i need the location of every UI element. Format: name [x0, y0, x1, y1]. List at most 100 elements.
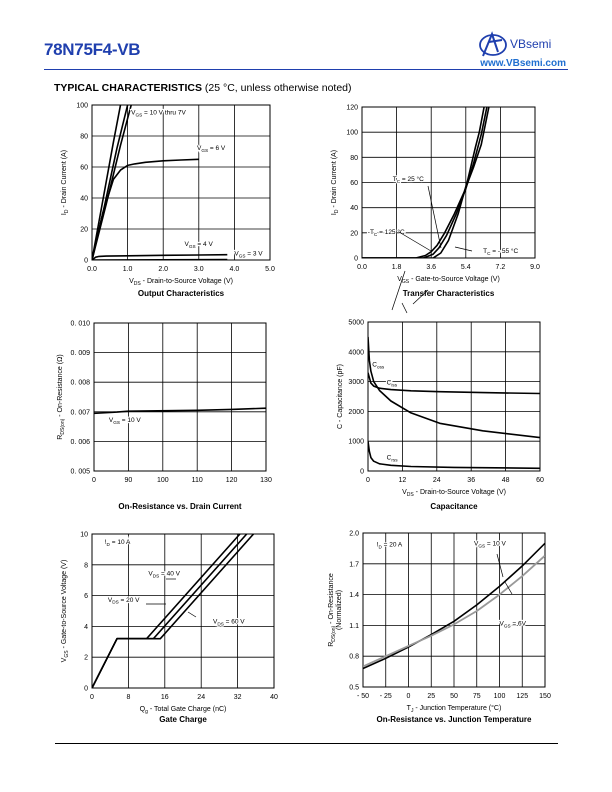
y-tick-label: 1.1	[349, 623, 359, 630]
x-tick-label: 24	[197, 694, 205, 701]
y-tick-label: 100	[346, 130, 358, 137]
annotation-pointer	[398, 231, 432, 252]
chart-5: - 50 - 25 0 25 50 75 100 125 150 0.5 0.8 1.1 1.4 1.7 2…	[328, 531, 551, 725]
x-tick-label: 60	[536, 477, 544, 484]
x-tick-label: 3.6	[426, 264, 436, 271]
plot-frame	[361, 106, 536, 259]
chart-title: On-Resistance vs. Junction Temperature	[376, 715, 532, 724]
series-line-4	[92, 253, 228, 260]
x-tick-label: 3.0	[194, 266, 204, 273]
series-line-0	[92, 534, 241, 688]
x-axis-label: VDS​ - Drain-to-Source Voltage (V)	[129, 278, 233, 287]
y-axis-label: RDS(on)​ - On-Resistance (Ω)	[57, 354, 66, 439]
annotation: VGS​ = 6 V	[197, 145, 226, 153]
x-tick-label: 0	[366, 477, 370, 484]
y-tick-label: 3000	[348, 379, 364, 386]
x-tick-label: 75	[473, 693, 481, 700]
x-tick-label: 9.0	[530, 264, 540, 271]
x-axis-label: TJ​ - Junction Temperature (°C)	[407, 704, 502, 714]
annotation: VGS​ = 3 V	[234, 250, 263, 258]
x-tick-label: 5.4	[461, 264, 471, 271]
y-tick-label: 20	[80, 227, 88, 234]
x-tick-label: 24	[433, 477, 441, 484]
vbsemi-url[interactable]: www.VBsemi.com	[480, 58, 566, 69]
y-axis-label-2: (Normalized)	[336, 590, 343, 630]
annotation: ID​ = 20 A	[377, 541, 403, 549]
annotation-pointer	[454, 246, 473, 252]
x-tick-label: 130	[260, 477, 272, 484]
annotation-pointer	[504, 581, 513, 595]
series-line-2	[368, 441, 540, 470]
chart-title: Transfer Characteristics	[403, 289, 495, 298]
annotation-pointer	[412, 289, 429, 305]
footer-rule	[55, 743, 558, 744]
annotation: VGS​ = 6V	[500, 620, 527, 628]
x-axis-label: VGS​ - Gate-to-Source Voltage (V)	[397, 276, 500, 285]
chart-title: Gate Charge	[159, 715, 207, 724]
x-tick-label: 8	[126, 694, 130, 701]
series-line-5	[92, 258, 228, 260]
annotation: VDS​ = 60 V	[213, 618, 245, 626]
annotation: TC​ = 25 °C	[393, 175, 424, 184]
y-tick-label: 1000	[348, 439, 364, 446]
x-tick-label: 48	[502, 477, 510, 484]
annotation-pointer	[187, 611, 197, 618]
y-tick-label: 2000	[348, 409, 364, 416]
chart-1: 0.0 1.8 3.6 5.4 7.2 9.0 0 20 40 60 80 100 120 VGS​ - …	[331, 105, 540, 299]
x-tick-label: 25	[427, 693, 435, 700]
y-tick-label: 2	[84, 655, 88, 662]
x-axis-label: VDS​ - Drain-to-Source Voltage (V)	[402, 489, 506, 498]
part-number: 78N75F4-VB	[44, 40, 141, 59]
y-tick-label: 60	[80, 165, 88, 172]
annotation-pointer	[427, 185, 442, 249]
x-tick-label: 90	[125, 477, 133, 484]
y-tick-label: 10	[80, 532, 88, 539]
series-line-1	[368, 336, 540, 439]
annotation: -TC​ = 125 °C	[368, 228, 405, 237]
section-heading: TYPICAL CHARACTERISTICS (25 °C, unless o…	[54, 82, 352, 94]
annotation: VGS​ = 4 V	[185, 241, 214, 249]
series-line-0	[362, 107, 490, 258]
x-tick-label: 110	[192, 477, 203, 484]
x-tick-label: 0.0	[357, 264, 367, 271]
y-tick-label: 0. 005	[71, 469, 91, 476]
annotation-pointer	[391, 270, 406, 311]
x-tick-label: 0.0	[87, 266, 97, 273]
y-tick-label: 1.4	[349, 592, 359, 599]
x-tick-label: 16	[161, 694, 169, 701]
x-tick-label: 150	[539, 693, 551, 700]
series-line-1	[92, 534, 248, 688]
series-line-0	[92, 105, 122, 260]
y-tick-label: 60	[350, 180, 358, 187]
x-tick-label: - 50	[357, 693, 369, 700]
series-line-0	[94, 407, 266, 415]
annotation: Ciss​	[387, 380, 398, 388]
section-title: TYPICAL CHARACTERISTICS	[54, 82, 202, 94]
series-line-3	[92, 158, 199, 260]
y-tick-label: 0	[84, 686, 88, 693]
y-tick-label: 0. 007	[71, 409, 91, 416]
y-axis-label: ID​ - Drain Current (A)	[331, 150, 340, 215]
plot-frame	[362, 532, 546, 688]
y-tick-label: 80	[350, 155, 358, 162]
annotation: Crss​	[387, 455, 399, 463]
x-tick-label: 50	[450, 693, 458, 700]
x-tick-label: 0	[90, 694, 94, 701]
chart-title: Output Characteristics	[138, 289, 225, 298]
annotation: VGS​ = 10 V	[109, 417, 142, 425]
plot-frame	[91, 104, 271, 261]
plot-frame	[367, 321, 541, 472]
y-tick-label: 4	[84, 624, 88, 631]
y-tick-label: 100	[76, 103, 88, 110]
x-tick-label: 0	[92, 477, 96, 484]
annotation-pointer	[401, 302, 408, 314]
chart-title: Capacitance	[430, 502, 478, 511]
annotation: TC​ = - 55 °C	[483, 247, 518, 256]
x-tick-label: 12	[399, 477, 407, 484]
annotation: VGS​ = 10 V	[474, 540, 507, 548]
x-tick-label: - 25	[380, 693, 392, 700]
y-tick-label: 0	[360, 469, 364, 476]
series-line-0	[368, 372, 540, 395]
